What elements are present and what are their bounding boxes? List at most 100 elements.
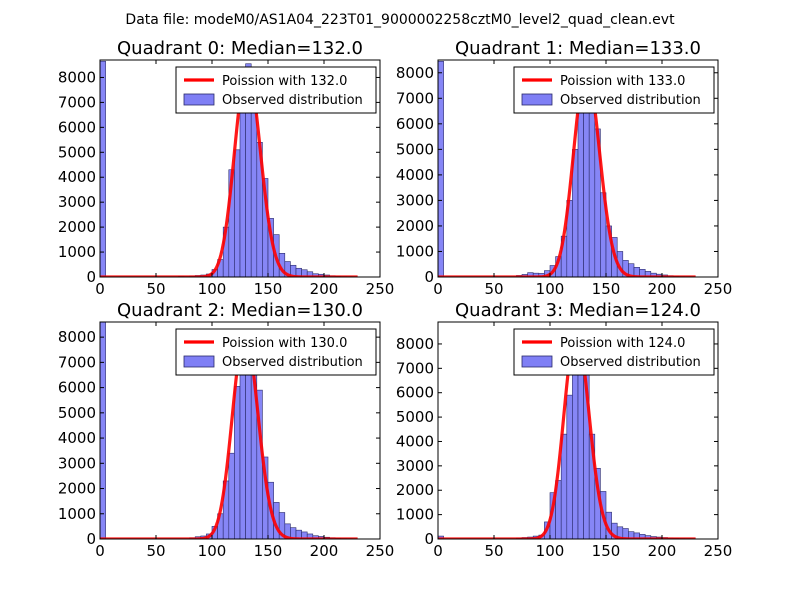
histogram-bar	[100, 322, 106, 539]
y-tick-label: 8000	[58, 68, 96, 86]
subplot-quadrant-0: 0 50 100 150 200 250 0 1000 2000 3000 4000 5000 6000…	[58, 38, 395, 298]
y-tick-label: 0	[86, 530, 96, 548]
legend: Poission with 130.0 Observed distribution	[175, 328, 377, 376]
y-tick-label: 2000	[396, 217, 434, 235]
y-tick-label: 8000	[396, 335, 434, 353]
y-tick-label: 7000	[396, 359, 434, 377]
x-tick-label: 250	[704, 542, 733, 560]
histogram-bar	[228, 452, 235, 539]
legend-label: Poission with 133.0	[560, 74, 685, 89]
x-tick-label: 150	[254, 542, 283, 560]
y-tick-label: 2000	[58, 218, 96, 236]
subplot-quadrant-3: 0 50 100 150 200 250 0 1000 2000 3000 4000 5000 6000…	[396, 300, 733, 560]
y-tick-label: 3000	[58, 454, 96, 472]
y-tick-label: 1000	[58, 505, 96, 523]
x-tick-label: 250	[366, 280, 395, 298]
y-tick-label: 4000	[58, 429, 96, 447]
x-tick-label: 50	[484, 542, 503, 560]
y-tick-label: 6000	[396, 115, 434, 133]
x-tick-label: 0	[433, 542, 443, 560]
y-tick-label: 5000	[58, 143, 96, 161]
y-tick-label: 3000	[396, 457, 434, 475]
y-tick-label: 1000	[396, 506, 434, 524]
figure-suptitle: Data file: modeM0/AS1A04_223T01_90000022…	[125, 12, 675, 28]
poisson-curve	[438, 68, 697, 277]
y-tick-label: 8000	[58, 328, 96, 346]
poisson-curve	[100, 331, 359, 539]
histogram-bar	[239, 100, 246, 277]
x-tick-label: 200	[310, 280, 339, 298]
y-tick-label: 4000	[396, 432, 434, 450]
y-tick-label: 4000	[396, 166, 434, 184]
legend-label: Poission with 124.0	[560, 336, 685, 351]
y-tick-label: 7000	[396, 89, 434, 107]
y-tick-label: 6000	[396, 384, 434, 402]
x-tick-label: 100	[536, 280, 565, 298]
y-tick-label: 0	[424, 268, 434, 286]
legend: Poission with 133.0 Observed distribution	[513, 66, 715, 114]
legend-bar-swatch	[521, 93, 553, 106]
histogram-bar	[100, 60, 106, 277]
x-tick-label: 150	[592, 542, 621, 560]
histogram-bar	[234, 149, 241, 277]
plot-area	[100, 60, 370, 277]
y-tick-label: 3000	[58, 193, 96, 211]
histogram-bar	[438, 60, 444, 277]
histogram-bar	[577, 110, 584, 277]
y-tick-label: 3000	[396, 191, 434, 209]
histogram-bar	[234, 386, 241, 539]
x-tick-label: 250	[704, 280, 733, 298]
subplot-title: Quadrant 1: Median=133.0	[455, 38, 701, 59]
histogram-bar	[239, 348, 246, 539]
y-tick-label: 1000	[396, 242, 434, 260]
histogram-bar	[572, 350, 579, 539]
y-tick-label: 8000	[396, 64, 434, 82]
subplot-title: Quadrant 0: Median=132.0	[117, 38, 363, 59]
axes-frame	[99, 59, 381, 278]
x-tick-label: 50	[484, 280, 503, 298]
legend-bar-swatch	[183, 93, 215, 106]
x-tick-label: 50	[146, 542, 165, 560]
y-tick-label: 4000	[58, 168, 96, 186]
y-tick-label: 1000	[58, 243, 96, 261]
subplot-quadrant-1: 0 50 100 150 200 250 0 1000 2000 3000 4000 5000 6000…	[396, 38, 733, 298]
y-tick-label: 5000	[58, 404, 96, 422]
legend: Poission with 124.0 Observed distribution	[513, 328, 715, 376]
x-tick-label: 0	[433, 280, 443, 298]
x-tick-label: 100	[198, 542, 227, 560]
plot-area	[438, 329, 697, 539]
histogram-bar	[560, 433, 568, 539]
axes-frame	[437, 321, 719, 540]
poisson-curve	[438, 330, 697, 539]
x-tick-label: 150	[254, 280, 283, 298]
y-tick-label: 6000	[58, 118, 96, 136]
y-tick-label: 7000	[58, 93, 96, 111]
legend-label: Observed distribution	[560, 93, 701, 108]
y-tick-label: 7000	[58, 353, 96, 371]
y-tick-label: 6000	[58, 379, 96, 397]
subplot-title: Quadrant 3: Median=124.0	[455, 300, 701, 321]
x-tick-label: 200	[648, 280, 677, 298]
x-tick-label: 0	[95, 542, 105, 560]
legend-bar-swatch	[521, 355, 553, 368]
y-tick-label: 2000	[58, 480, 96, 498]
x-tick-label: 100	[536, 542, 565, 560]
x-tick-label: 0	[95, 280, 105, 298]
legend-bar-swatch	[183, 355, 215, 368]
axes-frame	[99, 321, 381, 540]
axes-frame	[437, 59, 719, 278]
legend-label: Observed distribution	[222, 355, 363, 370]
y-tick-label: 2000	[396, 481, 434, 499]
legend: Poission with 132.0 Observed distribution	[175, 66, 377, 114]
legend-label: Observed distribution	[222, 93, 363, 108]
x-tick-label: 100	[198, 280, 227, 298]
subplot-quadrant-2: 0 50 100 150 200 250 0 1000 2000 3000 4000 5000 6000…	[58, 300, 395, 560]
x-tick-label: 200	[310, 542, 339, 560]
x-tick-label: 200	[648, 542, 677, 560]
x-tick-label: 250	[366, 542, 395, 560]
y-tick-label: 0	[86, 268, 96, 286]
legend-label: Poission with 132.0	[222, 74, 347, 89]
subplot-title: Quadrant 2: Median=130.0	[117, 300, 363, 321]
legend-label: Poission with 130.0	[222, 336, 347, 351]
